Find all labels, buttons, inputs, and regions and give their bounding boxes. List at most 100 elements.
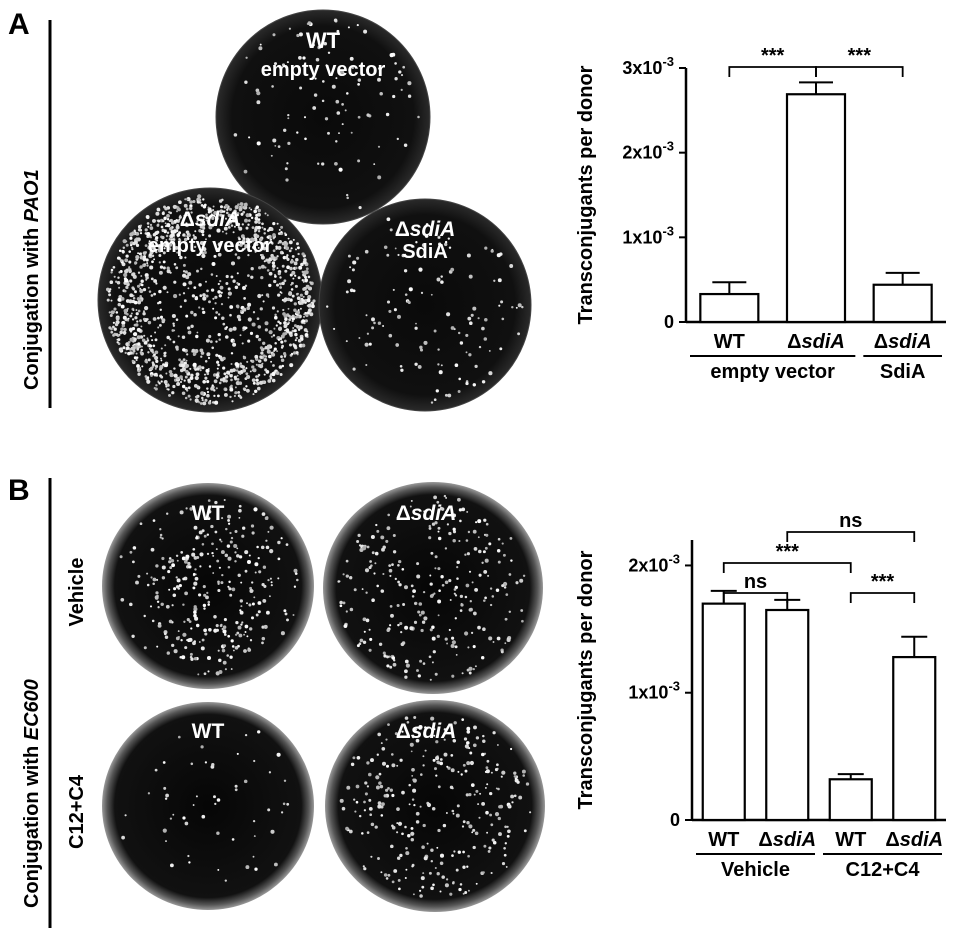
colony-dot xyxy=(181,391,186,396)
colony-dot xyxy=(397,878,401,882)
colony-dot xyxy=(207,603,210,606)
colony-dot xyxy=(368,628,371,631)
colony-dot xyxy=(266,269,270,272)
colony-dot xyxy=(231,215,235,220)
colony-dot xyxy=(501,317,505,321)
colony-dot xyxy=(517,332,521,336)
colony-dot xyxy=(194,616,199,621)
colony-dot xyxy=(420,291,424,295)
colony-dot xyxy=(475,789,479,793)
colony-dot xyxy=(135,243,140,248)
colony-dot xyxy=(447,766,451,770)
colony-dot xyxy=(273,62,278,66)
colony-dot xyxy=(217,588,221,593)
colony-dot xyxy=(264,328,268,332)
colony-dot xyxy=(227,556,232,561)
colony-dot xyxy=(180,551,184,554)
colony-dot xyxy=(516,780,520,784)
colony-dot xyxy=(204,238,208,241)
colony-dot xyxy=(217,363,220,367)
colony-dot xyxy=(212,572,215,574)
colony-dot xyxy=(365,363,368,367)
colony-dot xyxy=(466,730,471,734)
colony-dot xyxy=(199,369,202,372)
colony-dot xyxy=(172,340,176,344)
colony-dot xyxy=(335,77,338,80)
colony-dot xyxy=(264,321,269,326)
colony-dot xyxy=(349,576,353,580)
colony-dot xyxy=(363,867,367,871)
colony-dot xyxy=(172,813,175,816)
colony-dot xyxy=(294,266,298,270)
colony-dot xyxy=(307,21,312,26)
colony-dot xyxy=(444,580,449,585)
colony-dot xyxy=(157,244,162,248)
colony-dot xyxy=(440,275,443,278)
colony-dot xyxy=(504,642,507,645)
colony-dot xyxy=(251,581,254,584)
colony-dot xyxy=(172,384,176,389)
colony-dot xyxy=(484,318,488,322)
colony-dot xyxy=(396,764,399,767)
colony-dot xyxy=(244,284,248,287)
colony-dot xyxy=(467,530,471,534)
colony-dot xyxy=(474,831,479,836)
colony-dot xyxy=(230,352,234,355)
colony-dot xyxy=(277,540,281,545)
group-label: C12+C4 xyxy=(846,859,921,881)
colony-dot xyxy=(400,74,404,77)
colony-dot xyxy=(277,336,280,339)
colony-dot xyxy=(426,517,429,520)
colony-dot xyxy=(378,781,382,785)
colony-dot xyxy=(450,267,455,272)
colony-dot xyxy=(146,264,149,267)
colony-dot xyxy=(181,367,186,372)
colony-dot xyxy=(212,307,215,310)
y-tick-label: 1x10-3 xyxy=(628,679,680,703)
colony-dot xyxy=(203,607,206,610)
colony-dot xyxy=(195,222,199,226)
colony-dot xyxy=(254,354,259,359)
colony-dot xyxy=(266,236,269,239)
colony-dot xyxy=(159,533,163,537)
colony-dot xyxy=(317,45,321,50)
colony-dot xyxy=(158,323,162,327)
colony-dot xyxy=(193,657,198,661)
colony-dot xyxy=(445,812,448,814)
colony-dot xyxy=(187,272,192,277)
colony-dot xyxy=(428,536,432,540)
colony-dot xyxy=(291,270,296,275)
colony-dot xyxy=(202,401,207,406)
colony-dot xyxy=(334,161,338,166)
colony-dot xyxy=(182,816,186,820)
colony-dot xyxy=(263,227,267,231)
colony-dot xyxy=(475,882,478,885)
colony-dot xyxy=(160,357,162,360)
category-label: ΔsdiA xyxy=(874,331,932,353)
colony-dot xyxy=(342,573,345,576)
colony-dot xyxy=(315,57,320,62)
colony-dot xyxy=(194,230,197,233)
colony-dot xyxy=(115,316,120,321)
colony-dot xyxy=(115,333,119,337)
colony-dot xyxy=(155,591,159,595)
colony-dot xyxy=(180,378,184,381)
colony-dot xyxy=(230,261,236,266)
colony-dot xyxy=(144,228,148,232)
colony-dot xyxy=(247,223,250,226)
colony-dot xyxy=(252,393,255,396)
colony-dot xyxy=(436,500,440,504)
plate-a-sdia-empty: ΔsdiA empty vector xyxy=(97,187,323,413)
colony-dot xyxy=(215,387,218,390)
colony-dot xyxy=(291,319,294,323)
colony-dot xyxy=(168,271,171,274)
colony-dot xyxy=(211,542,214,546)
colony-dot xyxy=(478,816,481,819)
colony-dot xyxy=(190,657,194,661)
plate-a-sdia-complement: ΔsdiA SdiA xyxy=(318,198,532,412)
colony-dot xyxy=(303,321,306,325)
colony-dot xyxy=(413,620,418,624)
colony-dot xyxy=(437,536,442,541)
colony-dot xyxy=(464,553,467,556)
significance-label: *** xyxy=(871,571,895,593)
